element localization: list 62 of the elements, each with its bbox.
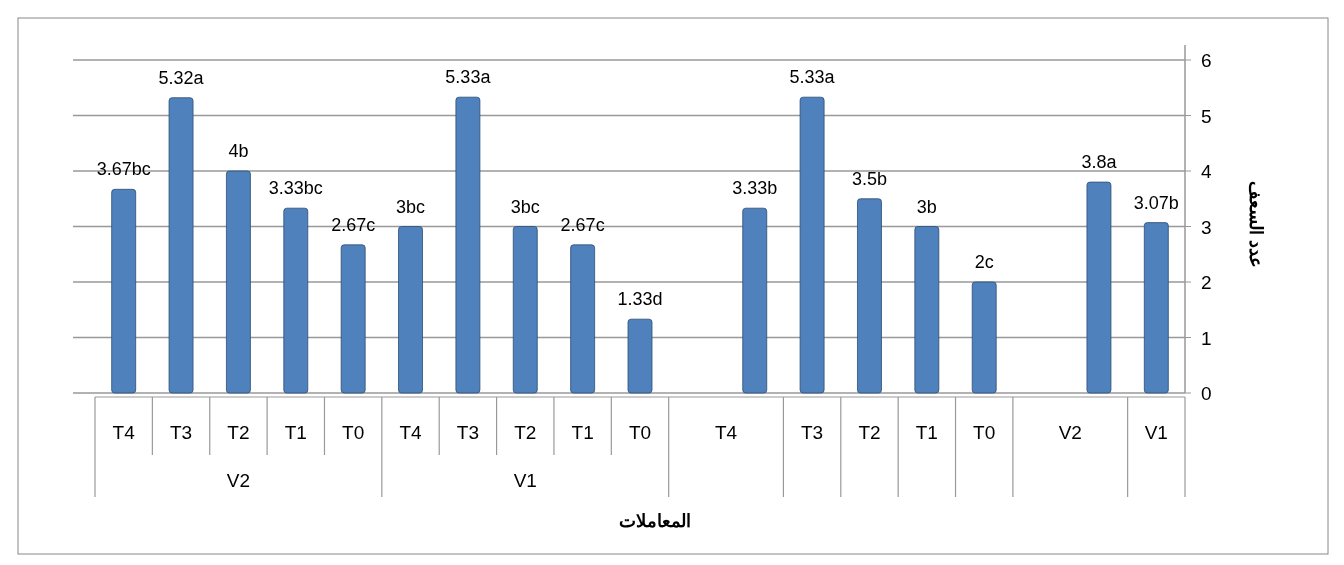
data-label: 3bc <box>396 196 426 217</box>
data-label: 3.67bc <box>96 159 151 180</box>
data-label: 3bc <box>510 196 540 217</box>
y-axis-title: عدد السعف <box>1246 181 1266 269</box>
x-tick-label: T3 <box>456 422 479 443</box>
bar <box>340 244 366 394</box>
data-label: 3.07b <box>1133 192 1179 213</box>
x-tick-label: T0 <box>973 422 996 443</box>
data-label: 3b <box>916 196 937 217</box>
x-tick-label: T0 <box>628 422 652 443</box>
x-tick-label: T4 <box>112 422 136 443</box>
x-tick-label: T2 <box>514 422 537 443</box>
bar <box>857 198 882 394</box>
x-tick-label: T4 <box>714 422 738 443</box>
bar <box>914 226 940 394</box>
y-tick-label: 2 <box>1201 272 1212 293</box>
data-label: 5.33a <box>445 67 492 88</box>
bar <box>398 226 423 394</box>
data-label: 3.33b <box>732 178 778 199</box>
y-tick-label: 0 <box>1201 383 1212 404</box>
data-label: 3.33bc <box>268 178 323 199</box>
bar <box>226 170 251 394</box>
data-label: 3.5b <box>851 168 887 189</box>
x-tick-label: T1 <box>284 422 307 443</box>
bar <box>742 207 768 394</box>
x-tick-label: T3 <box>169 422 193 443</box>
bar <box>1086 181 1112 394</box>
data-label: 2.67c <box>560 214 605 235</box>
text: V2 <box>226 470 251 491</box>
x-tick-label: T1 <box>915 422 938 443</box>
text: V1 <box>513 470 537 491</box>
data-label: 2c <box>974 252 994 272</box>
x-tick-label: T3 <box>801 422 824 443</box>
x-axis-title: المعاملات <box>619 511 691 531</box>
bar <box>799 96 825 394</box>
bar <box>512 226 538 394</box>
bar <box>971 281 997 394</box>
x-tick-label: T1 <box>571 422 594 443</box>
data-label: 3.8a <box>1081 152 1118 173</box>
y-tick-label: 5 <box>1201 105 1212 127</box>
bar <box>168 97 194 394</box>
bar <box>570 244 596 394</box>
bar <box>455 96 481 394</box>
y-tick-label: 4 <box>1201 161 1212 182</box>
x-tick-label: V1 <box>1144 422 1168 443</box>
y-tick-label: 1 <box>1201 327 1212 349</box>
bar <box>111 188 137 394</box>
data-label: 2.67c <box>331 214 376 235</box>
x-tick-label: T0 <box>342 422 365 443</box>
bar <box>283 207 309 394</box>
bar <box>1143 222 1169 394</box>
data-label: 1.33d <box>617 289 663 310</box>
y-tick-label: 6 <box>1201 50 1212 71</box>
x-tick-label: T2 <box>858 422 881 443</box>
data-label: 5.33a <box>789 67 836 88</box>
x-tick-label: V2 <box>1058 422 1082 443</box>
x-tick-label: T4 <box>399 422 423 443</box>
data-label: 5.32a <box>158 67 205 88</box>
bar <box>627 318 653 394</box>
data-label: 4b <box>228 141 249 161</box>
x-tick-label: T2 <box>227 422 250 443</box>
y-tick-label: 3 <box>1201 216 1212 238</box>
